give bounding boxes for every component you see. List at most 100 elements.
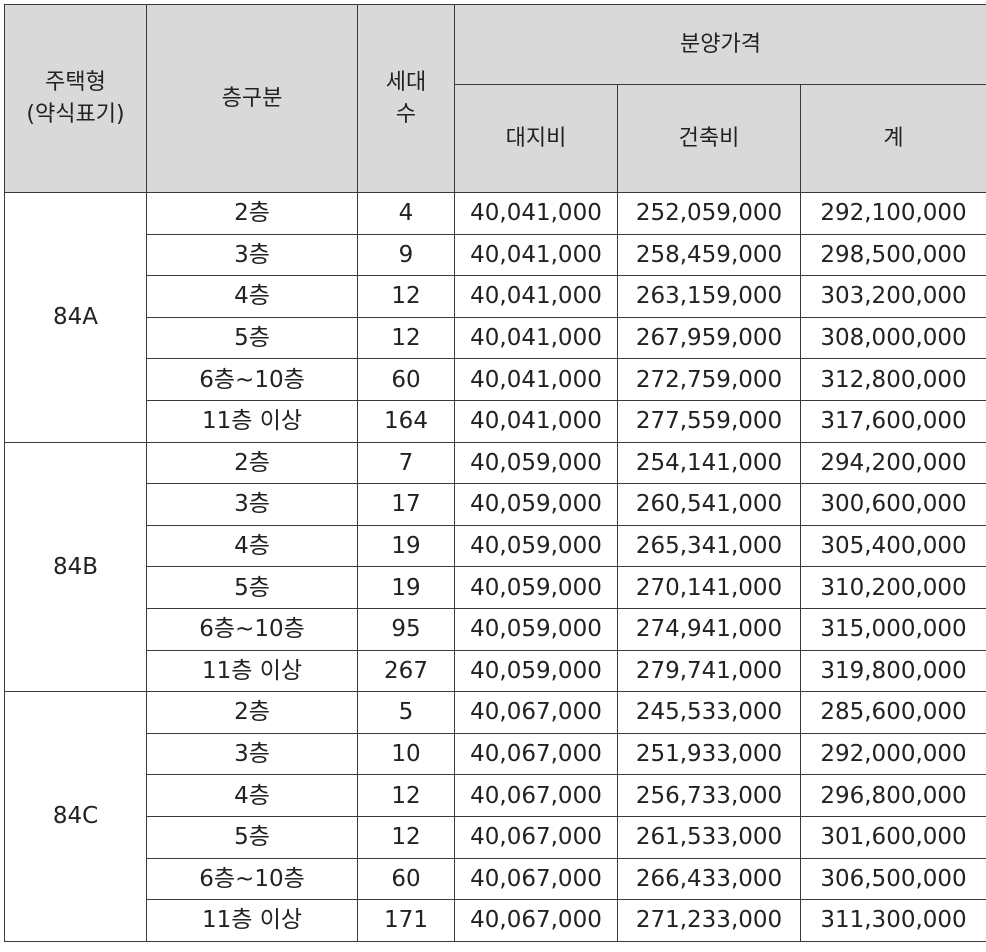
build-cost-cell: 254,141,000	[617, 441, 801, 485]
land-cost-cell: 40,041,000	[454, 192, 618, 235]
floor-cell: 3층	[146, 233, 358, 277]
build-cost-cell: 260,541,000	[617, 483, 801, 526]
build-cost-cell: 266,433,000	[617, 857, 801, 901]
units-cell: 12	[357, 815, 455, 859]
housing-type-header-line1: 주택형	[45, 69, 106, 95]
table-row: 6층~10층 60 40,041,000 272,759,000 312,800,000	[5, 358, 986, 401]
total-cell: 292,100,000	[799, 192, 986, 235]
units-cell: 9	[357, 233, 455, 277]
floor-cell: 11층 이상	[146, 649, 358, 693]
land-cost-cell: 40,041,000	[454, 316, 618, 360]
build-cost-cell: 256,733,000	[617, 774, 801, 817]
floor-cell: 5층	[146, 316, 358, 360]
floor-cell: 4층	[146, 524, 358, 568]
land-cost-cell: 40,059,000	[454, 566, 618, 609]
total-cell: 317,600,000	[799, 399, 986, 443]
land-cost-cell: 40,059,000	[454, 524, 618, 568]
build-cost-cell: 271,233,000	[617, 899, 801, 942]
floor-cell: 2층	[146, 441, 358, 485]
units-header-line1: 세대	[385, 69, 427, 95]
table-row: 3층 9 40,041,000 258,459,000 298,500,000	[5, 233, 986, 277]
land-cost-cell: 40,067,000	[454, 857, 618, 901]
table-row: 6층~10층 95 40,059,000 274,941,000 315,000,000	[5, 607, 986, 651]
table-row: 3층 10 40,067,000 251,933,000 292,000,000	[5, 732, 986, 776]
units-header-line2: 수	[395, 101, 417, 127]
header-row-2: 대지비 건축비 계	[5, 84, 986, 193]
table-row: 84A 2층 4 40,041,000 252,059,000 292,100,000	[4, 192, 986, 443]
table-row: 5층 12 40,041,000 267,959,000 308,000,000	[5, 316, 986, 360]
table-row: 11층 이상 171 40,067,000 271,233,000 311,300,00…	[5, 899, 986, 942]
land-cost-cell: 40,059,000	[454, 607, 618, 651]
table-header: 주택형 (약식표기) 층구분 세대 수 분양가격 대지비 건축비 계	[4, 4, 986, 193]
floor-cell: 3층	[146, 732, 358, 776]
land-cost-cell: 40,041,000	[454, 399, 618, 443]
total-cell: 315,000,000	[799, 607, 986, 651]
units-cell: 12	[357, 774, 455, 817]
units-cell: 95	[357, 607, 455, 651]
land-cost-cell: 40,059,000	[454, 649, 618, 693]
units-cell: 7	[357, 441, 455, 485]
table-row: 4층 12 40,067,000 256,733,000 296,800,000	[5, 774, 986, 817]
land-cost-cell: 40,041,000	[454, 233, 618, 277]
land-cost-header: 대지비	[454, 84, 618, 193]
build-cost-cell: 279,741,000	[617, 649, 801, 693]
total-cell: 319,800,000	[799, 649, 986, 693]
units-cell: 12	[357, 275, 455, 318]
total-cell: 285,600,000	[799, 691, 986, 734]
units-cell: 10	[357, 732, 455, 776]
land-cost-cell: 40,041,000	[454, 275, 618, 318]
floor-cell: 11층 이상	[146, 399, 358, 443]
units-cell: 5	[357, 691, 455, 734]
floor-cell: 4층	[146, 774, 358, 817]
floor-group-header: 층구분	[146, 4, 358, 193]
sale-price-table: 주택형 (약식표기) 층구분 세대 수 분양가격 대지비 건축비 계 84A 2층…	[4, 4, 986, 942]
land-cost-cell: 40,067,000	[454, 691, 618, 734]
land-cost-cell: 40,059,000	[454, 441, 618, 485]
land-cost-cell: 40,059,000	[454, 483, 618, 526]
total-cell: 301,600,000	[799, 815, 986, 859]
units-cell: 19	[357, 566, 455, 609]
build-cost-cell: 245,533,000	[617, 691, 801, 734]
table-row: 11층 이상 267 40,059,000 279,741,000 319,800,00…	[5, 649, 986, 693]
land-cost-cell: 40,067,000	[454, 774, 618, 817]
total-cell: 294,200,000	[799, 441, 986, 485]
table-row: 4층 12 40,041,000 263,159,000 303,200,000	[5, 275, 986, 318]
table-row: 5층 12 40,067,000 261,533,000 301,600,000	[5, 815, 986, 859]
floor-cell: 4층	[146, 275, 358, 318]
units-header: 세대 수	[357, 4, 455, 193]
total-cell: 296,800,000	[799, 774, 986, 817]
build-cost-cell: 277,559,000	[617, 399, 801, 443]
units-cell: 4	[357, 192, 455, 235]
header-row-1: 주택형 (약식표기) 층구분 세대 수 분양가격	[4, 4, 986, 193]
build-cost-header: 건축비	[617, 84, 801, 193]
floor-cell: 6층~10층	[146, 358, 358, 401]
build-cost-cell: 265,341,000	[617, 524, 801, 568]
build-cost-cell: 272,759,000	[617, 358, 801, 401]
total-cell: 311,300,000	[799, 899, 986, 942]
land-cost-cell: 40,067,000	[454, 899, 618, 942]
floor-cell: 3층	[146, 483, 358, 526]
floor-cell: 2층	[146, 192, 358, 235]
total-cell: 298,500,000	[799, 233, 986, 277]
housing-type-header: 주택형 (약식표기)	[4, 4, 147, 193]
total-cell: 303,200,000	[799, 275, 986, 318]
sale-price-header: 분양가격	[453, 4, 986, 85]
housing-type-header-line2: (약식표기)	[26, 101, 125, 127]
table-row: 84C 2층 5 40,067,000 245,533,000 285,600,000	[4, 691, 986, 942]
build-cost-cell: 261,533,000	[617, 815, 801, 859]
total-cell: 310,200,000	[799, 566, 986, 609]
build-cost-cell: 270,141,000	[617, 566, 801, 609]
land-cost-cell: 40,067,000	[454, 732, 618, 776]
build-cost-cell: 263,159,000	[617, 275, 801, 318]
units-cell: 12	[357, 316, 455, 360]
floor-cell: 11층 이상	[146, 899, 358, 942]
build-cost-cell: 251,933,000	[617, 732, 801, 776]
table-row: 3층 17 40,059,000 260,541,000 300,600,000	[5, 483, 986, 526]
build-cost-cell: 258,459,000	[617, 233, 801, 277]
table-row: 11층 이상 164 40,041,000 277,559,000 317,600,00…	[5, 399, 986, 443]
floor-cell: 6층~10층	[146, 607, 358, 651]
housing-type-cell: 84B	[4, 441, 147, 693]
units-cell: 164	[357, 399, 455, 443]
floor-cell: 2층	[146, 691, 358, 734]
